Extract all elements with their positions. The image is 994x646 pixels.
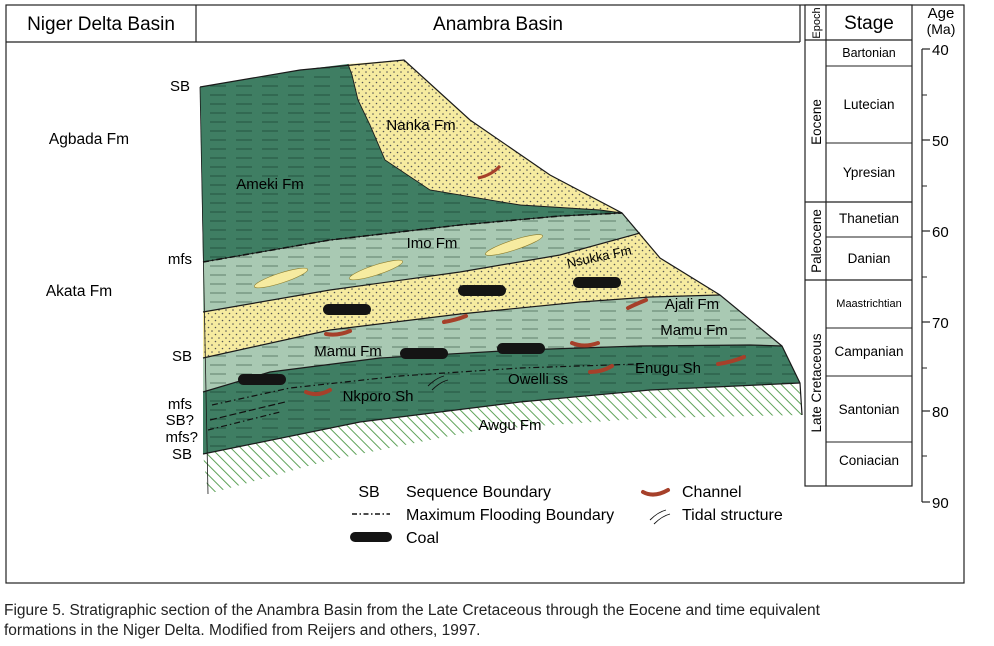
label-owelli-ss: Owelli ss: [508, 371, 568, 388]
channels: [304, 164, 746, 397]
header-age-unit: (Ma): [927, 21, 956, 37]
legend-sb-symbol: SB: [358, 484, 379, 501]
boundary-mfs-lower: [211, 363, 641, 406]
label-sb-query: SB?: [166, 412, 194, 429]
stage-lutecian: Lutecian: [843, 97, 894, 112]
label-agbada-fm: Agbada Fm: [49, 131, 129, 148]
label-ajali-fm: Ajali Fm: [665, 296, 719, 313]
label-sb-middle: SB: [172, 348, 192, 365]
layer-ameki-texture: [200, 64, 622, 262]
label-enugu-sh: Enugu Sh: [635, 360, 701, 377]
time-scale-table: [804, 4, 913, 487]
section-left-edge: [199, 86, 209, 495]
figure-caption: Figure 5. Stratigraphic section of the A…: [4, 601, 994, 641]
age-tick-40: 40: [932, 42, 949, 59]
coal-beds: [238, 277, 621, 385]
age-axis: [921, 48, 930, 503]
nanka-ameki-contact: [347, 63, 623, 214]
age-tick-80: 80: [932, 404, 949, 421]
boundary-sb-middle: [202, 294, 721, 359]
boundary-mfs-upper: [202, 212, 623, 263]
stage-maastrichtian: Maastrichtian: [836, 298, 901, 310]
legend: SB Sequence Boundary Maximum Flooding Bo…: [350, 484, 783, 547]
boundary-sb-lower: [202, 382, 801, 455]
stratigraphic-figure: Niger Delta Basin Anambra Basin Epoch St…: [5, 4, 965, 584]
boundary-imo-ajali: [202, 232, 641, 313]
layer-mamu-texture: [203, 295, 782, 392]
stage-coniacian: Coniacian: [839, 453, 899, 468]
tidal-structure-mark: [427, 375, 449, 391]
layer-nanka-texture: [348, 60, 622, 213]
label-mfs-lower: mfs: [168, 396, 192, 413]
layer-nkporo-enugu-texture: [203, 345, 800, 454]
layer-awgu: [203, 383, 802, 494]
label-mamu-fm-left: Mamu Fm: [314, 343, 382, 360]
caption-line-2: formations in the Niger Delta. Modified …: [4, 622, 481, 639]
header-age: Age: [928, 5, 955, 22]
header-anambra: Anambra Basin: [433, 14, 563, 35]
label-imo-fm: Imo Fm: [407, 235, 458, 252]
age-tick-50: 50: [932, 133, 949, 150]
boundary-sb-query: [209, 401, 286, 421]
label-ameki-fm: Ameki Fm: [236, 176, 304, 193]
header-stage: Stage: [844, 13, 894, 34]
stage-thanetian: Thanetian: [839, 211, 899, 226]
age-tick-70: 70: [932, 315, 949, 332]
caption-line-1: Figure 5. Stratigraphic section of the A…: [4, 602, 820, 619]
label-akata-fm: Akata Fm: [46, 283, 112, 300]
age-tick-90: 90: [932, 495, 949, 512]
legend-channel-swatch: [641, 488, 670, 497]
header-epoch: Epoch: [811, 7, 823, 38]
imo-sand-lenses: [254, 234, 543, 289]
epoch-late-cretaceous: Late Cretaceous: [809, 333, 824, 432]
epoch-eocene: Eocene: [809, 99, 824, 145]
legend-channel-text: Channel: [682, 484, 742, 501]
legend-tidal-text: Tidal structure: [682, 507, 783, 524]
label-nkporo-sh: Nkporo Sh: [343, 388, 414, 405]
label-mfs-upper: mfs: [168, 251, 192, 268]
stage-danian: Danian: [848, 251, 891, 266]
stage-santonian: Santonian: [839, 402, 900, 417]
stage-bartonian: Bartonian: [842, 46, 896, 60]
epoch-paleocene: Paleocene: [809, 209, 824, 273]
legend-tidal-swatch: [649, 509, 671, 525]
stage-campanian: Campanian: [834, 344, 903, 359]
legend-coal-text: Coal: [406, 530, 439, 547]
label-awgu-fm: Awgu Fm: [478, 417, 541, 434]
figure-frame: [5, 4, 965, 584]
label-mamu-fm-right: Mamu Fm: [660, 322, 728, 339]
boundary-mfs-query: [207, 411, 281, 431]
label-sb-top: SB: [170, 78, 190, 95]
label-nanka-fm: Nanka Fm: [386, 117, 455, 134]
label-mfs-query: mfs?: [165, 429, 198, 446]
legend-mfb-text: Maximum Flooding Boundary: [406, 507, 614, 524]
label-sb-bottom: SB: [172, 446, 192, 463]
legend-coal-swatch: [350, 532, 392, 542]
stage-ypresian: Ypresian: [843, 165, 895, 180]
header-niger-delta: Niger Delta Basin: [27, 14, 175, 35]
age-tick-60: 60: [932, 224, 949, 241]
legend-sb-text: Sequence Boundary: [406, 484, 551, 501]
